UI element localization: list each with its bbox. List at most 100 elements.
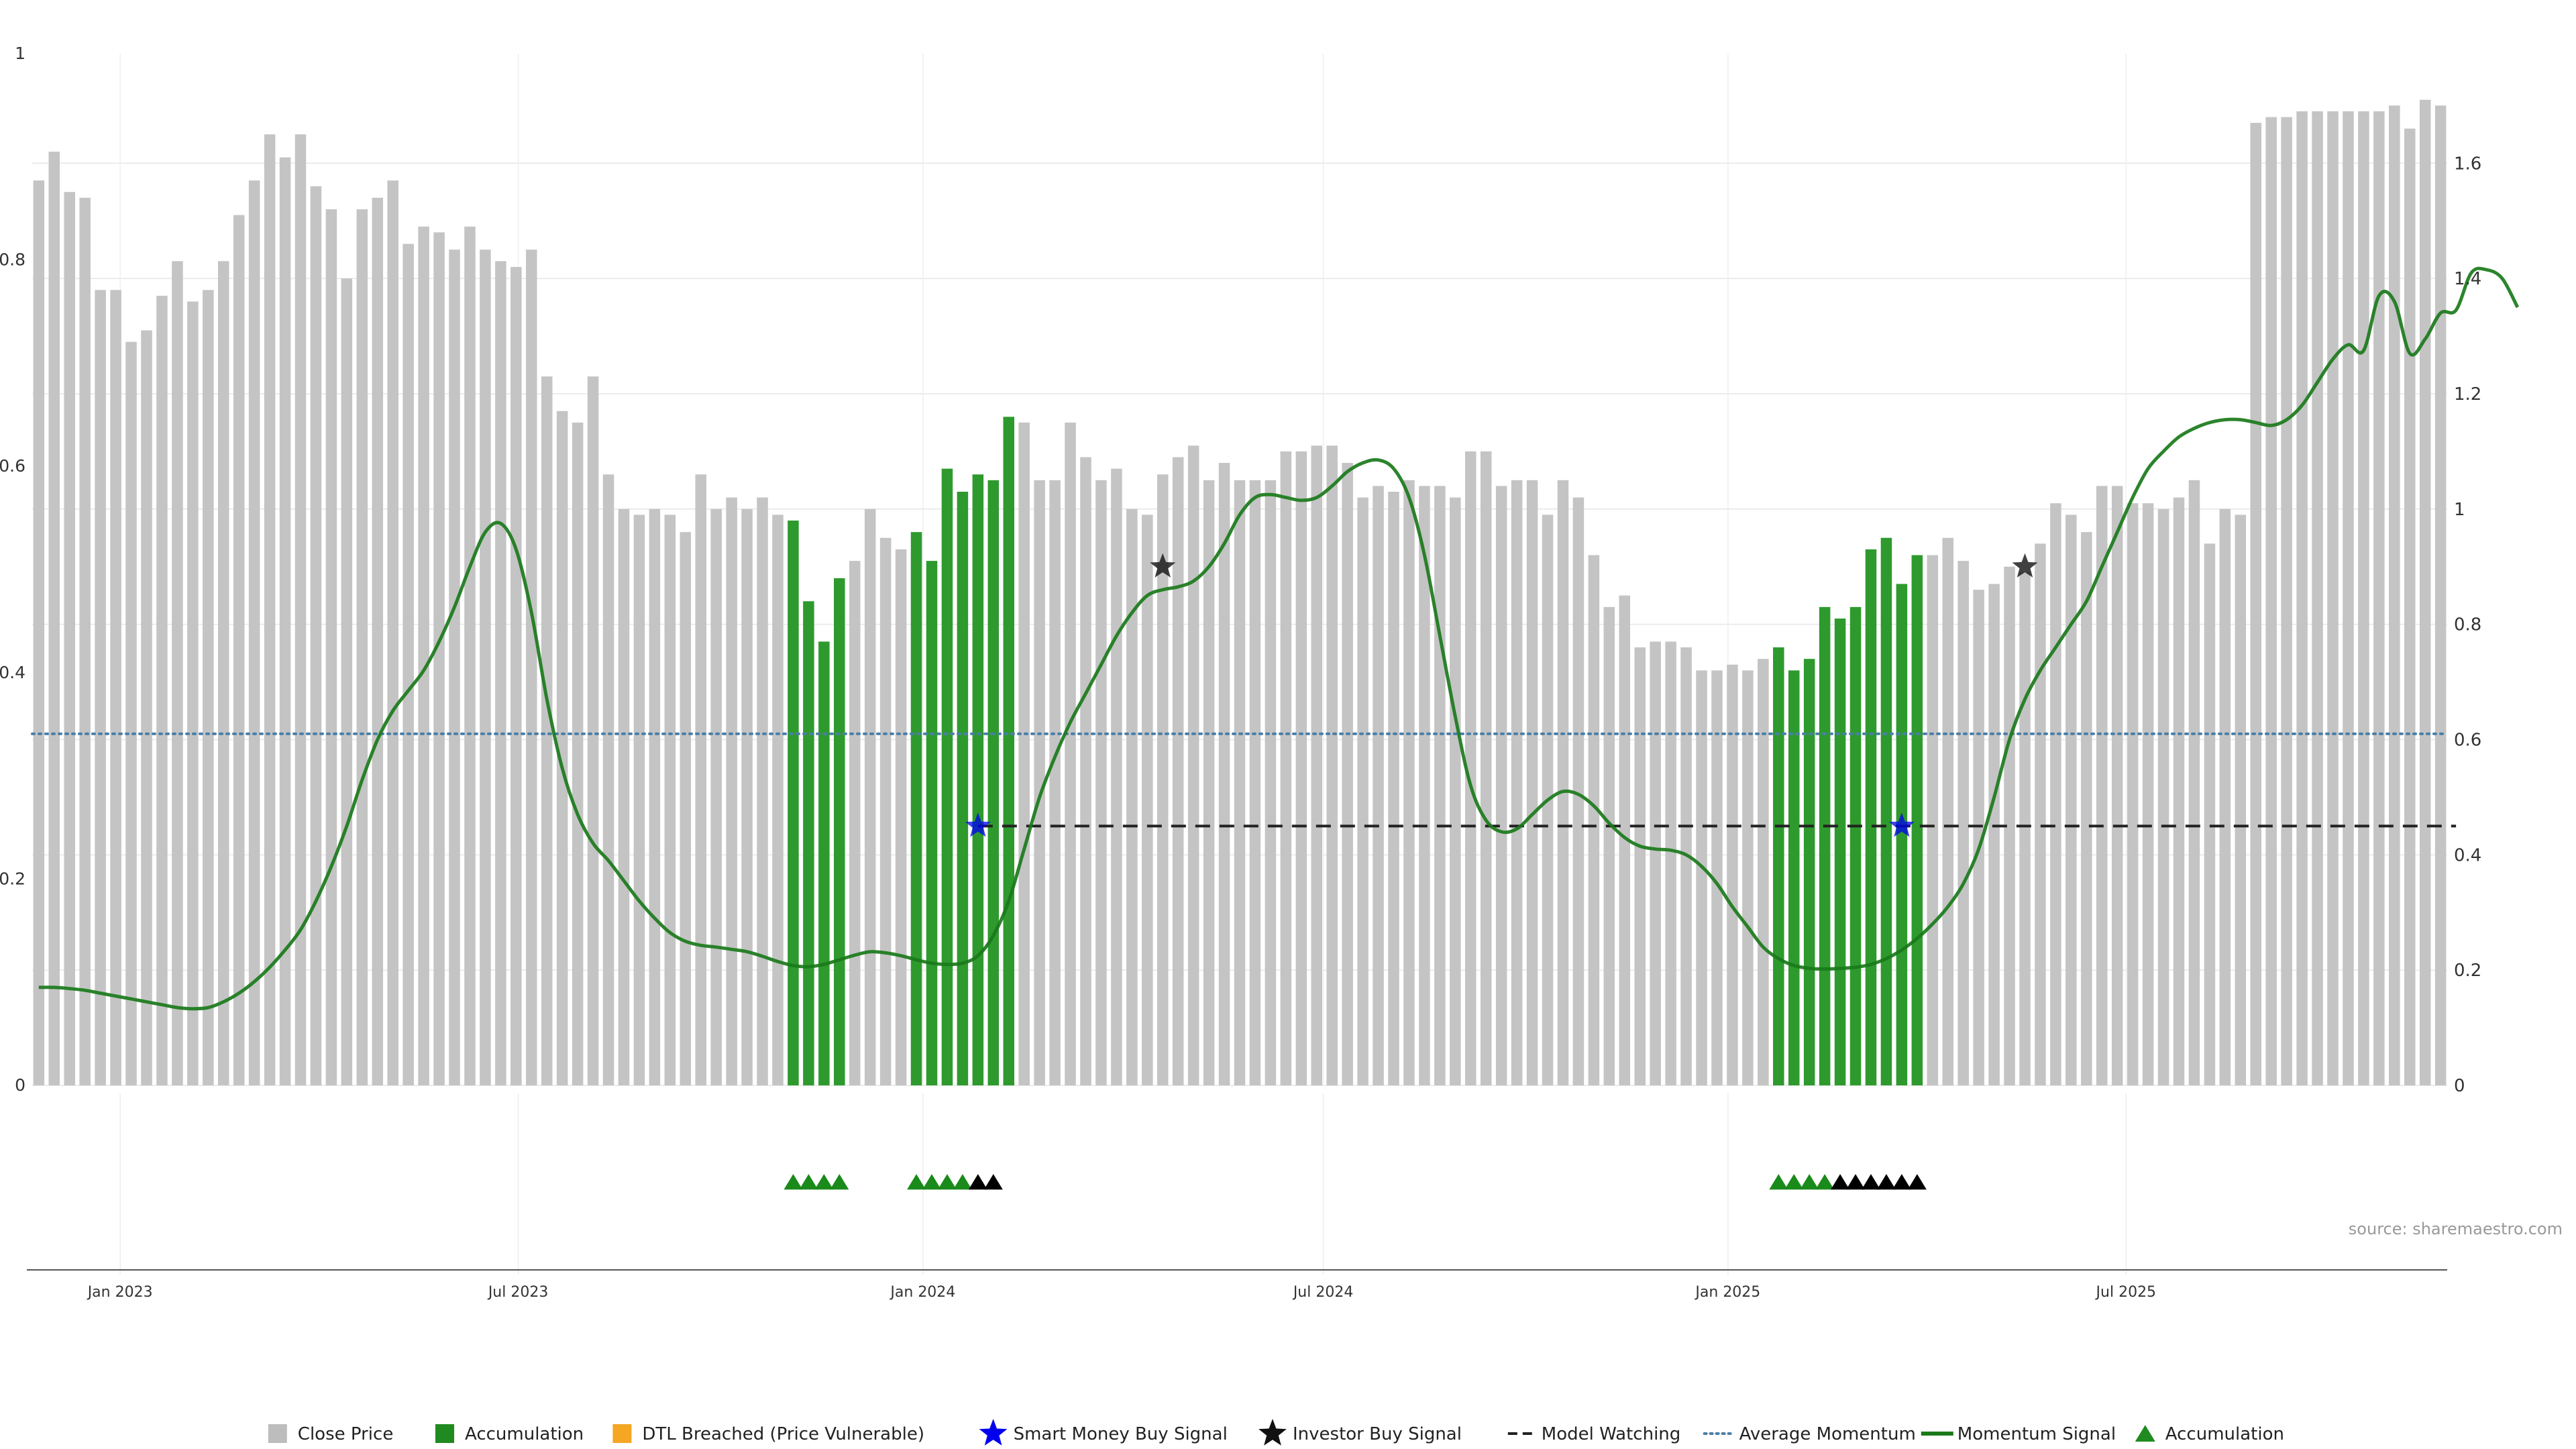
- close-price-bar: [1495, 486, 1507, 1085]
- smart-money-buy-star-icon: [1888, 812, 1915, 837]
- close-price-bar: [1080, 457, 1091, 1085]
- close-price-bar: [2219, 508, 2231, 1085]
- close-price-bar: [2327, 111, 2339, 1086]
- accumulation-bar: [1896, 584, 1908, 1085]
- accumulation-bar: [1911, 555, 1923, 1085]
- accumulation-triangle-icon: [1815, 1174, 1835, 1190]
- close-price-bar: [125, 341, 137, 1086]
- close-price-bar: [1095, 480, 1107, 1085]
- legend-item: Accumulation: [2135, 1424, 2284, 1444]
- close-price-bar: [464, 226, 476, 1085]
- accumulation-bar: [972, 474, 984, 1085]
- y-right-tick-label: 0: [2454, 1076, 2465, 1096]
- close-price-bar: [2096, 486, 2108, 1085]
- close-price-bar: [895, 549, 907, 1085]
- black-triangle-icon: [1846, 1174, 1866, 1190]
- close-price-bar: [1295, 451, 1307, 1085]
- legend: Close Price Accumulation DTL Breached (Pri…: [268, 1419, 2284, 1446]
- close-price-bar: [248, 180, 260, 1085]
- close-price-bar: [2296, 111, 2308, 1086]
- legend-label: Average Momentum: [1739, 1424, 1916, 1444]
- close-price-bar: [1434, 486, 1446, 1085]
- close-price-bar: [1126, 508, 1138, 1085]
- close-price-bar: [433, 232, 445, 1085]
- close-price-bar: [1234, 480, 1246, 1085]
- black-triangle-icon: [1861, 1174, 1880, 1190]
- close-price-bar: [310, 186, 322, 1085]
- close-price-bar: [141, 330, 152, 1086]
- y-left-tick-label: 0.2: [0, 869, 25, 888]
- black-triangle-icon: [968, 1174, 987, 1190]
- legend-item: Momentum Signal: [1921, 1424, 2116, 1444]
- close-price-bar: [480, 250, 491, 1086]
- accumulation-triangle-icon: [1784, 1174, 1804, 1190]
- close-price-bar: [2389, 105, 2400, 1086]
- close-price-bar: [710, 508, 722, 1085]
- accumulation-bar: [1849, 606, 1862, 1085]
- accumulation-bar: [1773, 647, 1784, 1085]
- y-left-tick-label: 0.4: [0, 663, 25, 682]
- close-price-bar: [1187, 445, 1199, 1085]
- legend-item: Smart Money Buy Signal: [979, 1419, 1228, 1446]
- close-price-bar: [279, 157, 291, 1086]
- close-price-bar: [1218, 463, 1230, 1085]
- close-price-bar: [2204, 543, 2216, 1085]
- legend-label: DTL Breached (Price Vulnerable): [642, 1424, 924, 1444]
- axes-layer: 0 0.2 0.4 0.6 0.8 1 0 0.2 0.4 0.6 0.8 1 1.2 1.4 1.6 Jan…: [0, 44, 2481, 1301]
- close-price-bar: [757, 497, 768, 1085]
- close-price-bar: [1588, 555, 1600, 1085]
- accumulation-bar: [1003, 417, 1014, 1085]
- legend-label: Close Price: [298, 1424, 394, 1444]
- accumulation-bar: [1819, 606, 1831, 1085]
- close-price-bar: [2188, 480, 2200, 1085]
- close-price-bar: [418, 226, 429, 1085]
- close-price-bar: [1357, 497, 1368, 1085]
- close-price-bar: [695, 474, 706, 1085]
- close-price-bar: [1696, 670, 1707, 1085]
- close-price-bar: [48, 152, 60, 1086]
- close-price-bar: [1557, 480, 1569, 1085]
- close-price-bar: [2111, 486, 2123, 1085]
- close-price-bar: [2358, 111, 2369, 1086]
- close-price-bar: [33, 180, 45, 1085]
- accumulation-triangle-icon: [799, 1174, 818, 1190]
- accumulation-triangle-icon: [784, 1174, 803, 1190]
- close-price-bar: [1927, 555, 1939, 1085]
- close-price-bar: [1634, 647, 1646, 1085]
- accumulation-bar: [1788, 670, 1800, 1085]
- y-right-tick-label: 0.8: [2454, 615, 2481, 635]
- close-price-bar: [233, 215, 245, 1085]
- close-price-bar: [2419, 99, 2431, 1085]
- y-right-tick-label: 0.4: [2454, 845, 2481, 865]
- close-price-bar: [1450, 497, 1461, 1085]
- close-price-bar: [1758, 659, 1769, 1085]
- x-tick-label: Jan 2024: [889, 1284, 955, 1301]
- close-price-bar: [2373, 111, 2385, 1086]
- close-price-bar: [849, 561, 861, 1085]
- y-right-tick-label: 1.2: [2454, 384, 2481, 405]
- legend-star-icon: [1258, 1419, 1287, 1446]
- close-price-bar: [2081, 532, 2092, 1085]
- legend-item: Model Watching: [1507, 1424, 1680, 1444]
- accumulation-bar: [957, 492, 969, 1085]
- legend-item: Investor Buy Signal: [1258, 1419, 1462, 1446]
- close-price-bar: [879, 537, 892, 1085]
- y-left-tick-label: 1: [15, 44, 25, 63]
- close-price-bar: [2312, 111, 2323, 1086]
- close-price-bar: [1526, 480, 1538, 1085]
- close-price-bar: [602, 474, 614, 1085]
- close-price-bar: [618, 508, 630, 1085]
- accumulation-bar: [1803, 659, 1815, 1085]
- x-tick-label: Jan 2025: [1694, 1284, 1760, 1301]
- close-price-bar: [341, 278, 353, 1085]
- close-price-bar: [1942, 537, 1953, 1085]
- legend-label: Momentum Signal: [1957, 1424, 2116, 1444]
- bars-layer: [33, 99, 2447, 1086]
- close-price-bar: [1065, 422, 1076, 1085]
- close-price-bar: [2035, 543, 2046, 1085]
- close-price-bar: [217, 261, 229, 1085]
- close-price-bar: [1172, 457, 1184, 1085]
- legend-item: Average Momentum: [1703, 1424, 1916, 1444]
- legend-item: Close Price: [268, 1424, 394, 1444]
